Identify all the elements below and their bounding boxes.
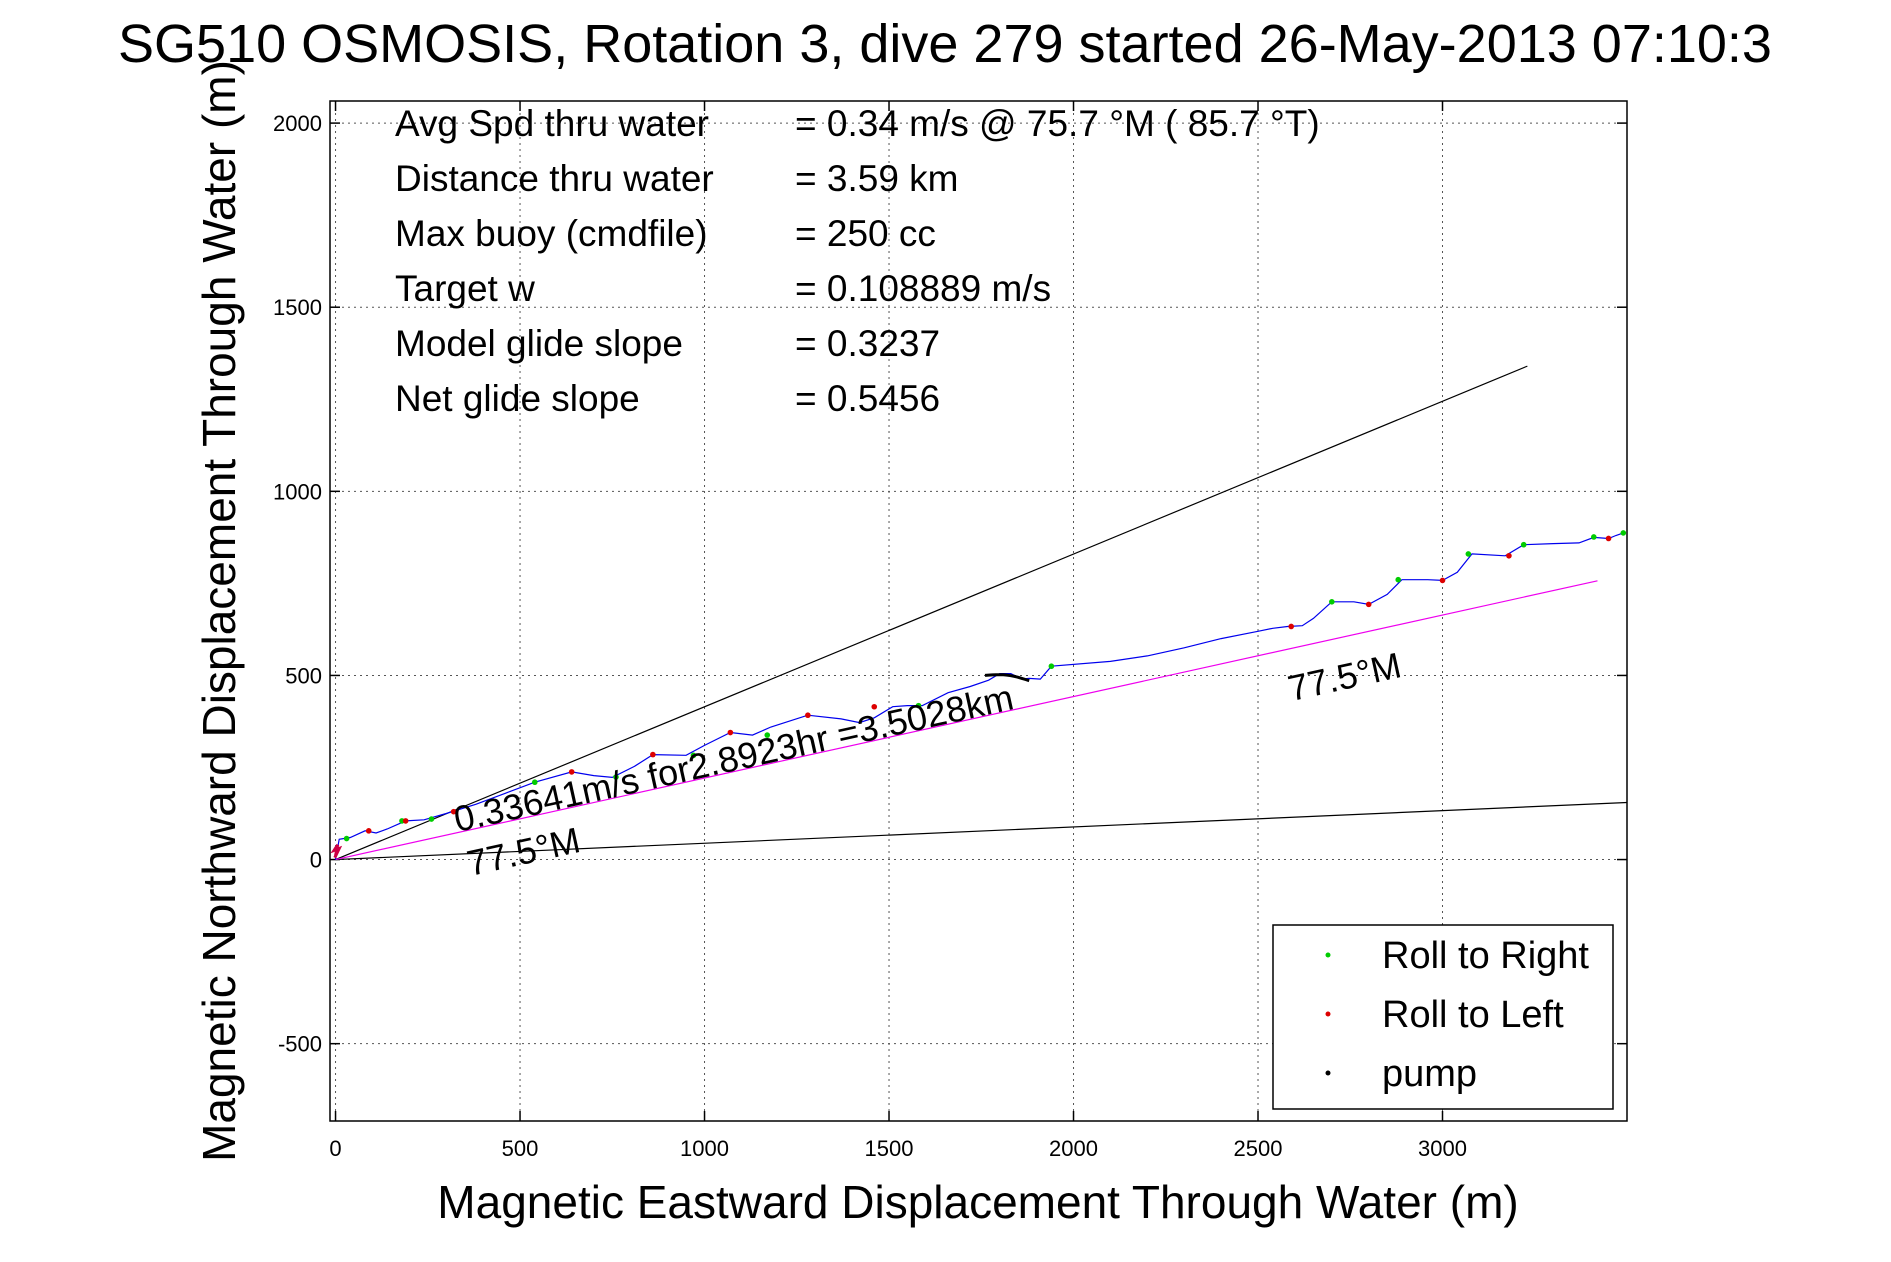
stat-label: Model glide slope (395, 323, 683, 364)
pump-segment (984, 673, 1030, 683)
reference-line (335, 801, 1628, 861)
y-tick-label: 2000 (273, 111, 322, 136)
start-cluster (330, 843, 343, 859)
roll-right-marker (1520, 541, 1527, 548)
roll-left-marker (1288, 623, 1295, 630)
stat-label: Distance thru water (395, 158, 714, 199)
roll-left-marker (650, 751, 656, 758)
x-tick-label: 2000 (1049, 1136, 1098, 1161)
roll-right-marker (613, 774, 619, 780)
plot-area: 0 500 1000 1500 2000 2500 3000 -500 0 500 1000 1500… (273, 100, 1628, 1161)
y-tick-label: 1000 (273, 479, 322, 504)
stat-value: = 0.108889 m/s (795, 268, 1051, 309)
stat-label: Net glide slope (395, 378, 640, 419)
roll-left-marker (402, 818, 409, 824)
stat-value: = 0.5456 (795, 378, 940, 419)
roll-left-marker (365, 828, 372, 834)
grid (330, 101, 1627, 1121)
stat-label: Target w (395, 268, 535, 309)
stat-value: = 3.59 km (795, 158, 959, 199)
stat-value: = 0.3237 (795, 323, 940, 364)
roll-right-marker (764, 732, 771, 738)
x-tick-label: 1000 (680, 1136, 729, 1161)
stat-value: = 0.34 m/s @ 75.7 °M ( 85.7 °T) (795, 103, 1320, 144)
roll-right-marker (1620, 530, 1627, 536)
axis-ticks: 0 500 1000 1500 2000 2500 3000 -500 0 500 1000 1500… (273, 101, 1627, 1161)
reference-line (335, 365, 1528, 861)
legend-roll-right-label: Roll to Right (1382, 935, 1589, 977)
x-tick-label: 500 (502, 1136, 539, 1161)
track-series (330, 532, 1624, 860)
roll-right-marker (343, 835, 350, 842)
y-tick-label: 0 (310, 848, 322, 873)
roll-left-marker (805, 712, 811, 719)
roll-left-marker (1439, 577, 1446, 584)
roll-right-marker (1048, 663, 1055, 670)
stat-value: = 250 cc (795, 213, 936, 254)
roll-left-marker (727, 729, 734, 736)
stat-label: Avg Spd thru water (395, 103, 709, 144)
x-tick-label: 2500 (1234, 1136, 1283, 1161)
legend-roll-left-marker (1325, 1011, 1331, 1017)
roll-left-marker (450, 808, 457, 815)
reference-lines (335, 365, 1628, 861)
y-axis-label: Magnetic Northward Displacement Through … (193, 60, 245, 1162)
roll-markers (343, 530, 1627, 842)
y-tick-label: 500 (285, 663, 322, 688)
legend-roll-left-label: Roll to Left (1382, 994, 1564, 1036)
roll-right-marker (1395, 576, 1402, 583)
roll-right-marker (531, 779, 538, 786)
stats-block: Avg Spd thru water = 0.34 m/s @ 75.7 °M (… (395, 103, 1320, 419)
x-axis-label: Magnetic Eastward Displacement Through W… (437, 1176, 1518, 1228)
x-tick-label: 3000 (1418, 1136, 1467, 1161)
roll-left-marker (1506, 552, 1512, 559)
roll-right-marker (1329, 598, 1335, 605)
roll-left-marker (1605, 535, 1612, 542)
roll-left-marker (871, 703, 878, 710)
legend-roll-right-marker (1325, 952, 1331, 958)
roll-left-marker (568, 769, 575, 775)
roll-right-marker (690, 752, 697, 759)
x-tick-label: 0 (329, 1136, 341, 1161)
legend-pump-label: pump (1382, 1053, 1477, 1095)
track-line (334, 532, 1624, 860)
legend: Roll to Right Roll to Left pump (1272, 924, 1614, 1110)
roll-right-marker (1465, 551, 1472, 557)
stat-label: Max buoy (cmdfile) (395, 213, 708, 254)
reference-line (335, 580, 1598, 861)
y-tick-label: -500 (278, 1032, 322, 1057)
legend-pump-marker (1325, 1070, 1331, 1076)
roll-right-marker (915, 702, 922, 709)
roll-right-marker (428, 816, 435, 822)
roll-right-marker (1590, 534, 1597, 540)
chart-title: SG510 OSMOSIS, Rotation 3, dive 279 star… (118, 14, 1772, 74)
roll-left-marker (1365, 601, 1372, 608)
x-tick-label: 1500 (865, 1136, 914, 1161)
y-tick-label: 1500 (273, 295, 322, 320)
